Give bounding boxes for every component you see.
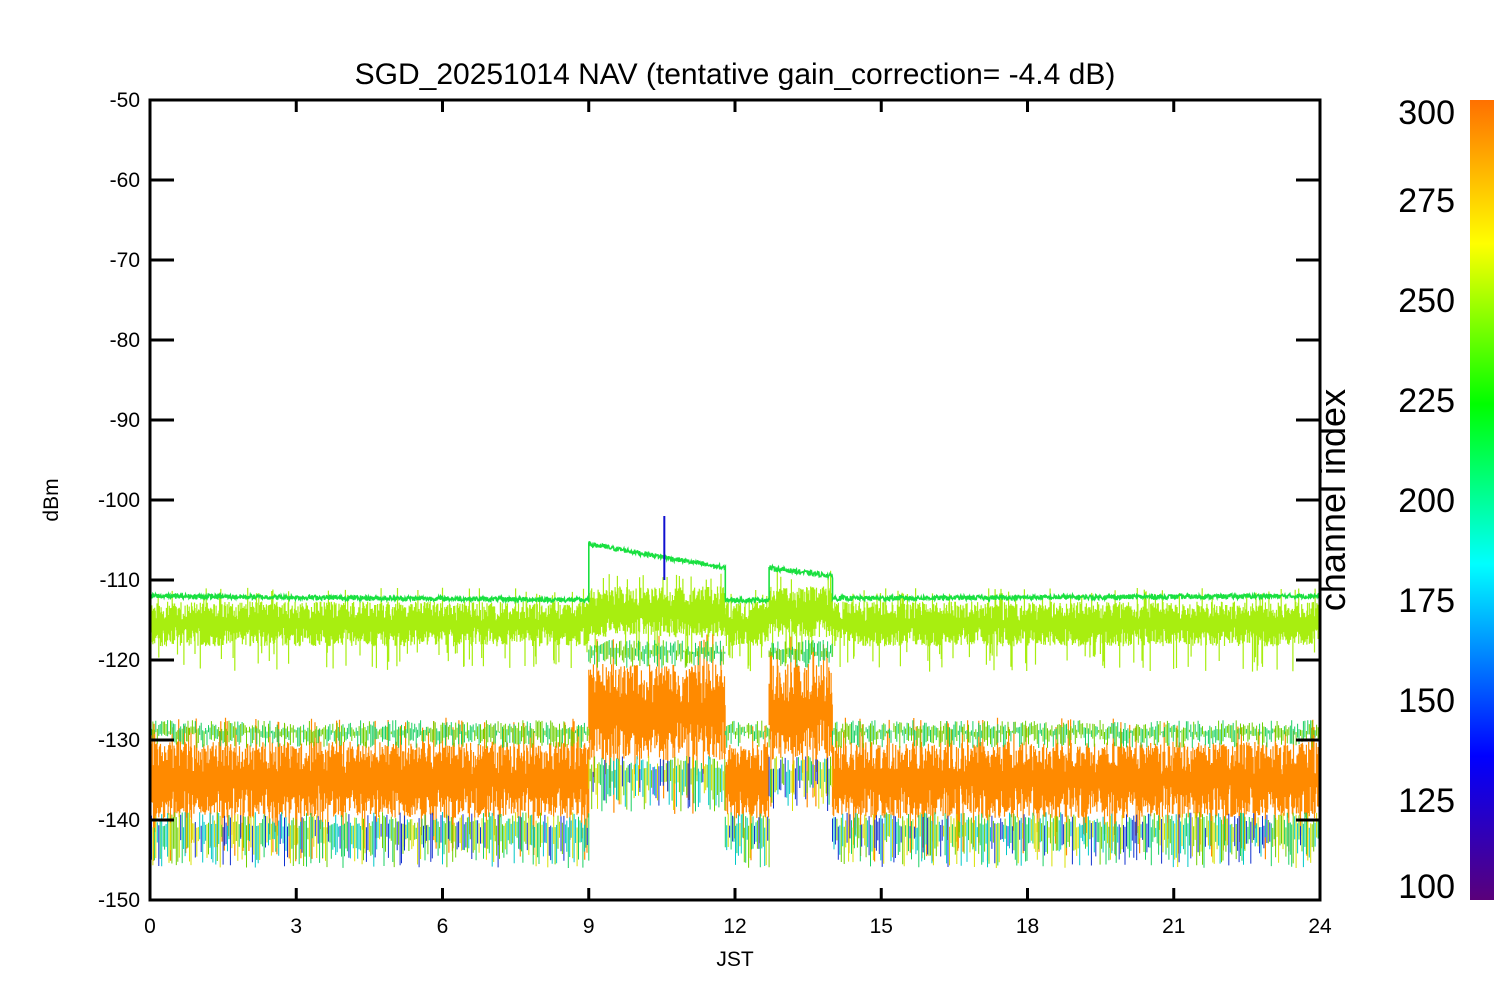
speckle-4-1 [833, 812, 1316, 868]
speckle-4-4 [834, 720, 1320, 866]
band-segment-4 [831, 588, 1320, 672]
speckle-1-0 [588, 640, 726, 812]
speckle-4-2 [845, 812, 1318, 868]
y-tick-label: -60 [110, 169, 140, 192]
colorbar-label: channel index [1312, 389, 1353, 611]
speckle-4-0 [832, 720, 1320, 868]
x-tick-label: 6 [437, 915, 449, 938]
speckle-3-2 [775, 756, 833, 811]
colorbar-tick-label: 125 [1398, 782, 1455, 820]
x-axis: 0 3 6 9 12 15 18 21 24 [144, 100, 1332, 938]
speckle-4-3 [832, 812, 1301, 867]
speckle-1-2 [588, 756, 724, 810]
speckle-3-1 [777, 758, 826, 806]
band-segment-0 [150, 587, 590, 671]
speckle-3-4 [768, 641, 831, 803]
speckle-2-3 [729, 815, 769, 849]
speckle-1-1 [607, 756, 723, 807]
speckle-0-1 [156, 812, 585, 868]
colorbar-tick-label: 100 [1398, 868, 1455, 906]
speckle-2-0 [724, 720, 769, 868]
y-tick-label: -80 [110, 329, 140, 352]
speckle-0-2 [152, 812, 578, 868]
x-tick-label: 3 [290, 915, 302, 938]
y-tick-label: -140 [98, 809, 140, 832]
x-tick-label: 24 [1308, 915, 1332, 938]
speckle-3-3 [768, 756, 829, 811]
speckle-1-4 [589, 640, 726, 812]
y-tick-label: -130 [98, 729, 140, 752]
x-tick-label: 0 [144, 915, 156, 938]
series-strong-green-channel [150, 541, 1320, 606]
speckle-3-0 [770, 640, 833, 805]
band-segment-1 [588, 634, 726, 814]
x-axis-label: JST [716, 948, 754, 971]
line-path [150, 541, 1320, 606]
band-segment-1 [588, 573, 726, 666]
speckle-0-4 [152, 720, 590, 868]
speckle-2-4 [727, 720, 770, 868]
y-tick-label: -90 [110, 409, 140, 432]
speckle-1-3 [592, 756, 704, 809]
series-orange-channel-band [150, 634, 1320, 868]
colorbar-tick-label: 275 [1398, 182, 1455, 220]
colorbar-tick-label: 200 [1398, 482, 1455, 520]
plot-data [150, 516, 1320, 868]
y-tick-label: -50 [110, 89, 140, 112]
x-tick-label: 18 [1016, 915, 1039, 938]
speckle-2-1 [726, 814, 766, 866]
speckle-2-2 [727, 813, 767, 866]
y-tick-label: -110 [100, 569, 140, 592]
band-segment-0 [150, 717, 590, 862]
y-axis: -50 -60 -70 -80 -90 -100 -110 -120 -130 -140 -150 [98, 89, 1320, 912]
y-tick-label: -70 [110, 249, 140, 272]
y-tick-label: -150 [98, 889, 140, 912]
colorbar-ticks: 300 275 250 225 200 175 150 125 100 [1398, 94, 1455, 906]
x-tick-label: 21 [1162, 915, 1185, 938]
y-tick-label: -100 [98, 489, 140, 512]
series-yellow-green-channel-band [150, 570, 1320, 672]
x-tick-label: 15 [870, 915, 893, 938]
x-tick-label: 12 [723, 915, 746, 938]
speckle-0-0 [150, 720, 590, 868]
chart-title: SGD_20251014 NAV (tentative gain_correct… [355, 58, 1116, 91]
colorbar-tick-label: 150 [1398, 682, 1455, 720]
x-tick-label: 9 [583, 915, 595, 938]
band-segment-3 [768, 636, 833, 808]
y-tick-label: -120 [98, 649, 140, 672]
band-segment-2 [724, 590, 770, 672]
colorbar [1470, 100, 1494, 900]
band-segment-3 [768, 570, 833, 664]
y-axis-label: dBm [40, 478, 63, 521]
colorbar-tick-label: 250 [1398, 282, 1455, 320]
colorbar-tick-label: 300 [1398, 94, 1455, 132]
colorbar-tick-label: 175 [1398, 582, 1455, 620]
colorbar-tick-label: 225 [1398, 382, 1455, 420]
